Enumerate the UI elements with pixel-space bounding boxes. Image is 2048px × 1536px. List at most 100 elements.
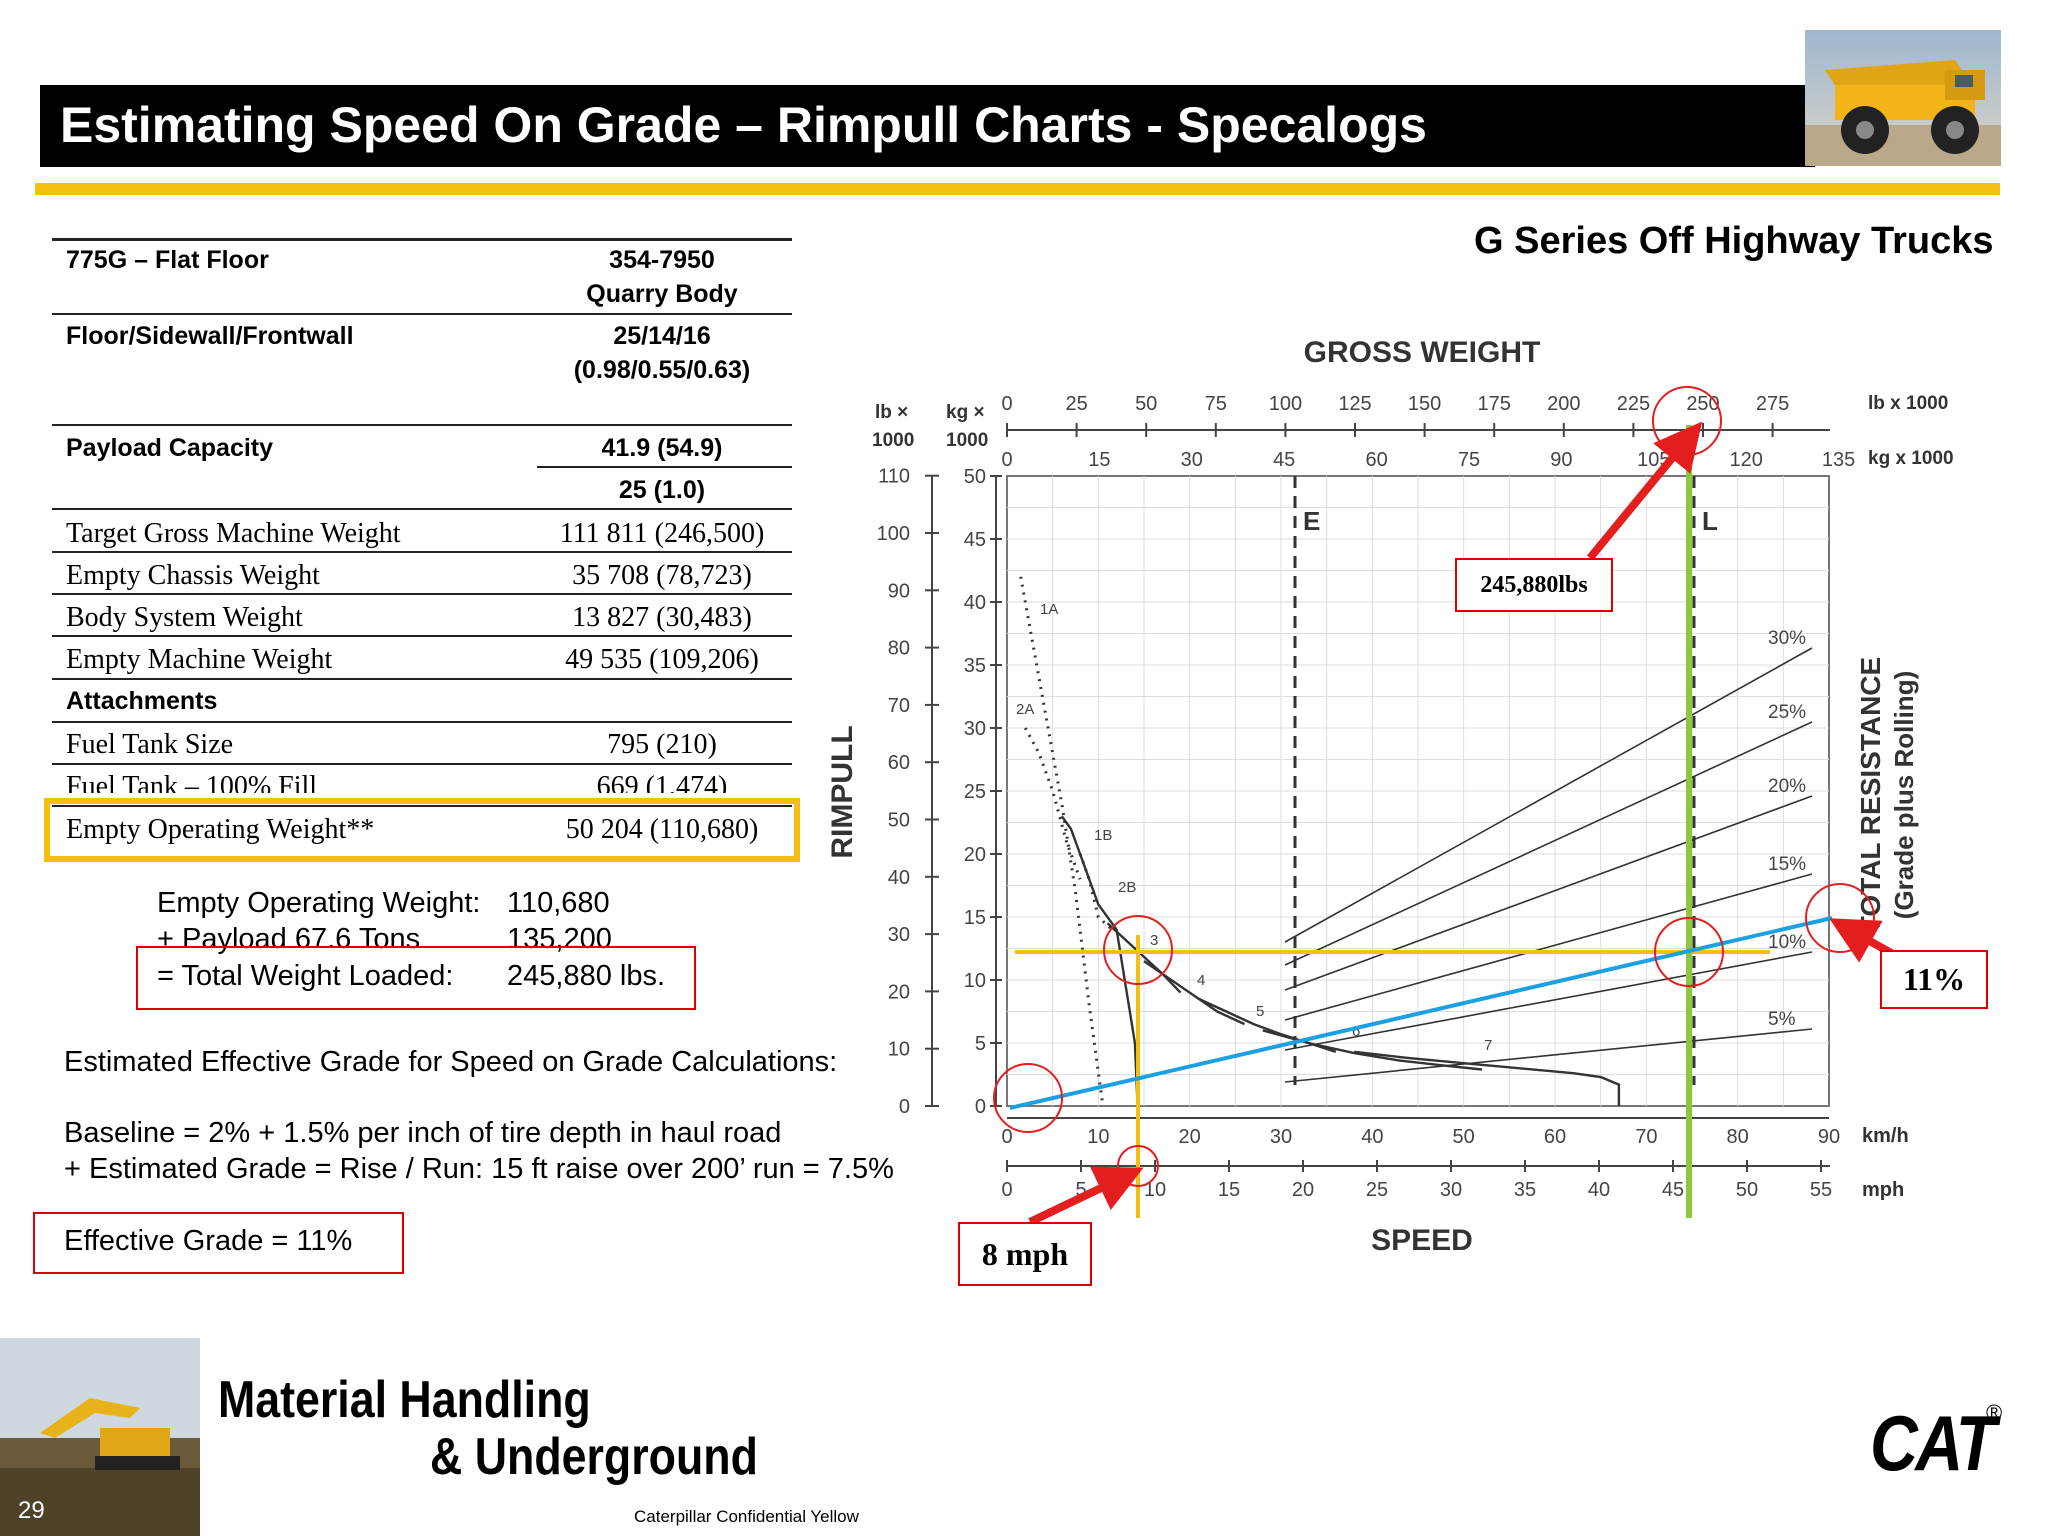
lbs-tick-label: 40 — [888, 867, 910, 889]
top-kg-tick-label: 0 — [1001, 449, 1012, 471]
row-label: Empty Chassis Weight — [66, 560, 320, 591]
resistance-label: 25% — [1768, 702, 1806, 723]
gear-label-4: 4 — [1197, 972, 1205, 989]
kg-tick-label: 50 — [964, 466, 986, 488]
top-kg-tick-label: 135 — [1822, 449, 1855, 471]
table-rule — [52, 424, 792, 426]
top-lbs-tick-label: 0 — [1001, 393, 1012, 415]
table-rule — [52, 763, 792, 765]
resistance-line — [1284, 795, 1813, 991]
top-lbs-tick-label: 275 — [1756, 393, 1789, 415]
registered-mark: ® — [1986, 1400, 2003, 1425]
mph-unit: mph — [1862, 1179, 1904, 1201]
gear-curve-1a — [1019, 576, 1105, 1107]
right-axis-title: TOTAL RESISTANCE — [1855, 657, 1886, 933]
total-value: 245,880 lbs. — [507, 960, 666, 992]
row-label: Target Gross Machine Weight — [66, 518, 401, 549]
gross-weight-callout: 245,880lbs — [1455, 558, 1613, 612]
gross-weight-arrow — [1586, 421, 1703, 561]
top-lbs-unit: lb x 1000 — [1868, 393, 1948, 414]
haul-truck-photo — [1805, 30, 2001, 166]
mph-tick-label: 30 — [1440, 1179, 1462, 1201]
grade-callout: 11% — [1880, 950, 1988, 1009]
speed-arrow — [1028, 1166, 1144, 1226]
cat-logo: CAT — [1870, 1399, 1996, 1487]
resistance-label: 15% — [1768, 854, 1806, 875]
resistance-line — [1284, 721, 1813, 966]
kg-tick-label: 30 — [964, 718, 986, 740]
row-value-secondary: (0.98/0.55/0.63) — [573, 356, 751, 384]
lbs-tick-label: 110 — [878, 466, 910, 488]
kg-tick-label: 35 — [964, 655, 986, 677]
lbs-tick-label: 100 — [877, 523, 910, 545]
row-label: Empty Operating Weight** — [66, 814, 375, 845]
table-rule — [537, 466, 792, 468]
lbs-tick-label: 10 — [888, 1039, 910, 1061]
row-value: 49 535 (109,206) — [565, 644, 759, 675]
resistance-line — [1284, 647, 1813, 943]
top-lbs-tick-label: 100 — [1269, 393, 1302, 415]
page-number: 29 — [18, 1497, 45, 1524]
mph-tick-label: 45 — [1662, 1179, 1684, 1201]
row-value: 795 (210) — [607, 729, 717, 760]
table-rule — [52, 678, 792, 680]
table-rule — [52, 313, 792, 315]
table-rule — [52, 593, 792, 595]
kmh-tick-label: 80 — [1727, 1126, 1749, 1148]
row-value: 669 (1,474) — [596, 771, 728, 793]
kg-tick-label: 45 — [964, 529, 986, 551]
grade-heading: Estimated Effective Grade for Speed on G… — [64, 1046, 838, 1078]
resistance-line — [1284, 1028, 1813, 1083]
resistance-line — [1284, 873, 1813, 1021]
kg-tick-label: 25 — [964, 781, 986, 803]
effective-grade-line — [1009, 916, 1833, 1110]
top-lbs-tick-label: 200 — [1547, 393, 1580, 415]
row-value-secondary: Quarry Body — [586, 280, 738, 308]
gear-label-1a: 1A — [1040, 601, 1058, 618]
row-value: 354-7950 — [609, 246, 715, 274]
lbs-tick-label: 80 — [888, 638, 910, 660]
top-kg-tick-label: 90 — [1550, 449, 1572, 471]
total-label: = Total Weight Loaded: — [157, 960, 454, 992]
resistance-label: 10% — [1768, 932, 1806, 953]
top-kg-tick-label: 75 — [1458, 449, 1480, 471]
lbs-tick-label: 20 — [888, 981, 910, 1003]
kmh-tick-label: 90 — [1818, 1126, 1840, 1148]
row-value: 50 204 (110,680) — [565, 814, 759, 845]
highlight-circle — [993, 1063, 1063, 1133]
lbs-tick-label: 30 — [888, 924, 910, 946]
top-kg-tick-label: 15 — [1088, 449, 1110, 471]
gear-label-6: 6 — [1352, 1023, 1360, 1040]
mph-tick-label: 10 — [1144, 1179, 1166, 1201]
marker-label-E: E — [1303, 506, 1320, 536]
gear-label-5: 5 — [1256, 1003, 1264, 1020]
table-rule — [52, 238, 792, 241]
mph-tick-label: 15 — [1218, 1179, 1240, 1201]
row-label: Floor/Sidewall/Frontwall — [66, 322, 354, 350]
kg-tick-label: 40 — [964, 592, 986, 614]
mph-tick-label: 25 — [1366, 1179, 1388, 1201]
kg-tick-label: 10 — [964, 970, 986, 992]
kg-tick-label: 0 — [975, 1096, 986, 1118]
lbs-tick-label: 0 — [899, 1096, 910, 1118]
kmh-tick-label: 70 — [1635, 1126, 1657, 1148]
gold-divider — [35, 183, 2000, 195]
baseline-text: Baseline = 2% + 1.5% per inch of tire de… — [64, 1117, 782, 1149]
division-name: Material Handling — [218, 1371, 591, 1429]
kmh-unit: km/h — [1862, 1125, 1909, 1147]
kmh-tick-label: 60 — [1544, 1126, 1566, 1148]
top-lbs-tick-label: 125 — [1338, 393, 1371, 415]
row-label: Fuel Tank Size — [66, 729, 234, 760]
row-value: 111 811 (246,500) — [559, 518, 765, 549]
table-rule — [52, 721, 792, 723]
left-kg-unit: kg × — [946, 402, 985, 423]
mph-tick-label: 5 — [1075, 1179, 1086, 1201]
row-value: 25/14/16 — [613, 322, 711, 350]
x-axis-title: SPEED — [1371, 1224, 1473, 1257]
speed-callout: 8 mph — [958, 1222, 1092, 1286]
mph-tick-label: 50 — [1736, 1179, 1758, 1201]
row-value: 41.9 (54.9) — [601, 434, 723, 462]
estimated-grade-text: + Estimated Grade = Rise / Run: 15 ft ra… — [64, 1153, 894, 1185]
gear-label-2b: 2B — [1118, 879, 1136, 896]
title-bar — [40, 85, 1815, 167]
